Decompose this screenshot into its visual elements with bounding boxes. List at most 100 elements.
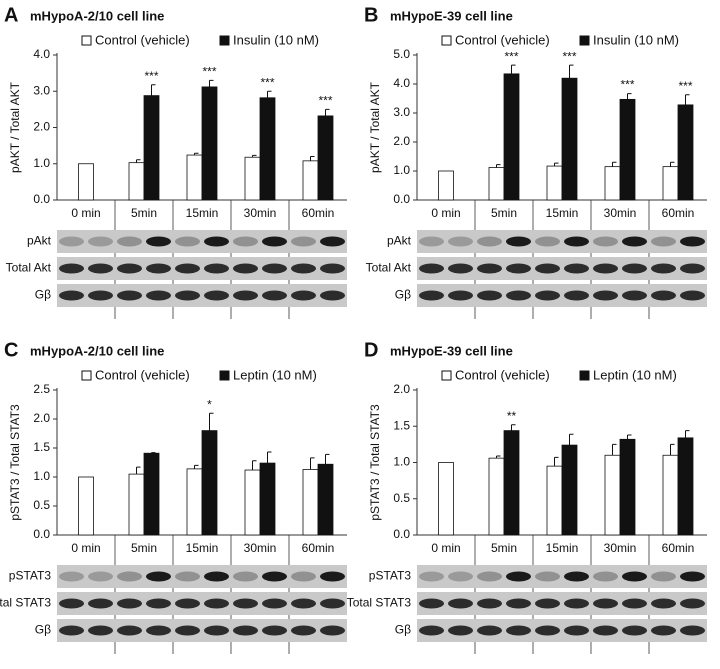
blot-band: [651, 263, 676, 274]
bar: [143, 452, 160, 536]
bar: [201, 86, 218, 201]
y-axis-label: pSTAT3 / Total STAT3: [8, 404, 22, 521]
blot-band: [59, 625, 84, 636]
x-tick-label: 0 min: [431, 206, 460, 220]
blot-band: [204, 571, 229, 582]
blot-band: [262, 236, 287, 247]
blot-band: [448, 236, 473, 247]
bar: [128, 473, 145, 536]
panel-title: mHypoA-2/10 cell line: [30, 8, 164, 23]
significance: ***: [144, 69, 158, 83]
blot-band: [593, 625, 618, 636]
blot-band: [117, 625, 142, 636]
y-tick-label: 0.5: [33, 498, 50, 512]
blot-background: [417, 284, 707, 307]
legend-label: Insulin (10 nM): [593, 32, 679, 47]
blot-band: [320, 263, 345, 274]
y-tick-label: 1.0: [393, 455, 410, 469]
blot-band: [59, 598, 84, 609]
x-tick-label: 5min: [131, 541, 157, 555]
bar: [244, 156, 261, 201]
bar: [619, 438, 636, 536]
error-bar: [496, 455, 501, 459]
bar: [186, 154, 203, 201]
bar: [488, 457, 505, 536]
bar: [143, 95, 160, 201]
error-bar: [612, 443, 617, 456]
blot-band: [564, 290, 589, 301]
blot-band: [506, 290, 531, 301]
blot-band: [320, 598, 345, 609]
legend-label: Insulin (10 nM): [233, 32, 319, 47]
bar: [503, 73, 520, 201]
blot-band: [233, 598, 258, 609]
error-bar: [267, 451, 272, 464]
blot-label: Total Akt: [6, 261, 52, 275]
bar: [561, 77, 578, 201]
blot-band: [506, 571, 531, 582]
blot-band: [88, 571, 113, 582]
y-tick-label: 0.0: [393, 192, 410, 206]
x-tick-label: 30min: [244, 206, 277, 220]
legend-swatch: [81, 370, 92, 381]
legend-swatch: [579, 370, 590, 381]
blot-background: [417, 257, 707, 280]
blot-band: [477, 290, 502, 301]
blot-band: [88, 598, 113, 609]
error-bar: [496, 164, 501, 168]
blot-background: [417, 619, 707, 642]
x-tick-label: 60min: [302, 206, 335, 220]
y-tick-label: 1.5: [393, 418, 410, 432]
blot-label: pAkt: [387, 234, 412, 248]
blot-band: [117, 236, 142, 247]
y-tick-label: 3.0: [393, 105, 410, 119]
error-bar: [151, 84, 156, 96]
error-bar: [511, 424, 516, 431]
blot-label: Gβ: [35, 288, 51, 302]
error-bar: [627, 93, 632, 100]
error-bar: [325, 453, 330, 465]
legend-label: Control (vehicle): [95, 32, 190, 47]
bar: [302, 469, 319, 536]
blot-band: [651, 598, 676, 609]
blot-band: [233, 263, 258, 274]
x-tick-label: 0 min: [71, 206, 100, 220]
blot-band: [320, 571, 345, 582]
x-tick-label: 15min: [186, 541, 219, 555]
blot-band: [59, 236, 84, 247]
blot-band: [535, 263, 560, 274]
blot-band: [506, 263, 531, 274]
y-tick-label: 1.0: [33, 469, 50, 483]
blot-band: [175, 290, 200, 301]
significance: ***: [678, 79, 692, 93]
blot-band: [291, 571, 316, 582]
blot-label: Total STAT3: [0, 596, 51, 610]
blot-band: [204, 625, 229, 636]
blot-label: pSTAT3: [9, 569, 52, 583]
y-tick-label: 2.0: [33, 120, 50, 134]
y-tick-label: 2.0: [393, 382, 410, 396]
bar: [662, 166, 679, 201]
x-tick-label: 15min: [546, 541, 579, 555]
blot-band: [233, 236, 258, 247]
blot-band: [419, 625, 444, 636]
y-tick-label: 1.0: [33, 156, 50, 170]
blot-band: [175, 263, 200, 274]
error-bar: [670, 443, 675, 456]
blot-band: [564, 236, 589, 247]
y-tick-label: 2.0: [393, 134, 410, 148]
blot-background: [417, 565, 707, 588]
blot-band: [146, 290, 171, 301]
bar: [604, 166, 621, 201]
y-axis-label: pAKT / Total AKT: [368, 81, 382, 173]
error-bar: [670, 161, 675, 167]
blot-band: [262, 571, 287, 582]
bar: [546, 465, 563, 536]
x-tick-label: 60min: [662, 541, 695, 555]
legend-swatch: [81, 35, 92, 46]
bar: [186, 468, 203, 536]
blot-band: [117, 571, 142, 582]
y-tick-label: 0.0: [33, 527, 50, 541]
